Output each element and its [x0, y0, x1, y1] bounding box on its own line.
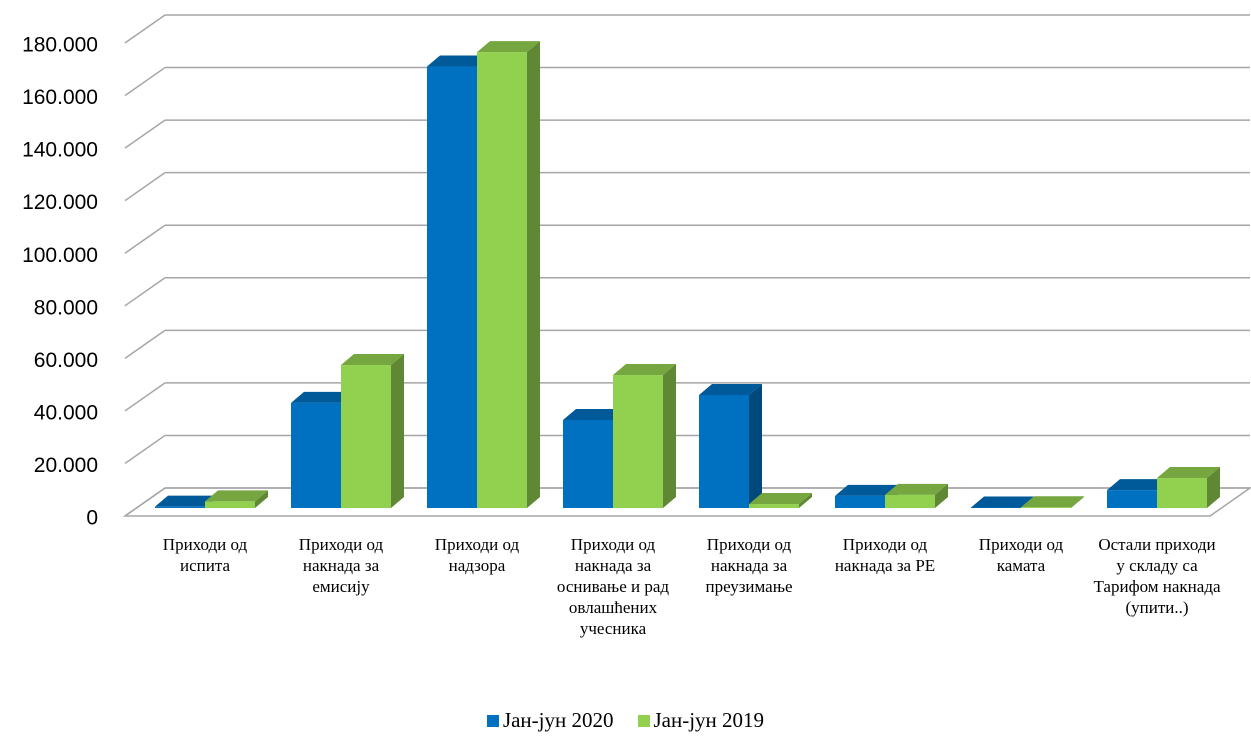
bar-top [291, 391, 354, 403]
x-tick-label: Приходи од надзора [434, 535, 520, 575]
bar-side [935, 483, 948, 508]
grid-line [124, 277, 166, 307]
bar-top [613, 364, 676, 376]
y-tick-label: 60.000 [34, 349, 98, 372]
bar-top [749, 493, 812, 505]
grid-line [124, 434, 166, 465]
bar [1021, 496, 1084, 508]
bar [341, 354, 404, 508]
y-tick-label: 0 [86, 507, 98, 530]
x-tick-label: Остали приходи у складу са Тарифом накна… [1093, 535, 1221, 617]
bar-front [205, 501, 255, 508]
bar-top [885, 483, 948, 495]
bar-front [835, 495, 885, 508]
bar-top [205, 490, 268, 502]
bar-side [391, 354, 404, 508]
bar-front [885, 494, 935, 508]
grid-line [124, 487, 166, 517]
legend-item: Јан-јун 2019 [637, 708, 765, 733]
bar-front [155, 506, 205, 508]
y-tick-label: 180.000 [22, 34, 98, 57]
bar-side [663, 364, 676, 508]
legend-item: Јан-јун 2020 [486, 708, 614, 733]
grid-line [124, 119, 166, 149]
x-tick-label: Приходи од накнада за преузимање [705, 535, 793, 596]
grid-line [124, 329, 166, 359]
bar-side [255, 490, 268, 508]
bar-front [971, 507, 1021, 508]
x-tick-label: Приходи од накнада за оснивање и рад овл… [556, 535, 670, 638]
bar-top [477, 41, 540, 53]
bar-front [749, 504, 799, 508]
bar-top [155, 495, 218, 507]
bar [1157, 467, 1220, 508]
bar-side [527, 41, 540, 508]
bar [613, 364, 676, 508]
bar-side [749, 384, 762, 508]
x-tick-label: Приходи од накнада за емисију [298, 535, 384, 596]
bar-side [799, 493, 812, 508]
bar-side [1207, 467, 1220, 508]
bar [477, 41, 540, 508]
grid-line [124, 382, 166, 412]
grid-line [124, 172, 166, 202]
y-tick-label: 140.000 [22, 139, 98, 162]
bar-front [699, 395, 749, 508]
y-tick-label: 100.000 [22, 244, 98, 267]
x-tick-label: Приходи од камата [978, 535, 1064, 575]
legend-label: Јан-јун 2019 [653, 708, 765, 732]
bar-top [1021, 496, 1084, 508]
bar-top [699, 384, 762, 396]
bar [749, 493, 812, 508]
bar-front [477, 52, 527, 508]
bar-top [1107, 479, 1170, 491]
bar-top [563, 408, 626, 420]
bar-top [341, 354, 404, 366]
y-tick-label: 120.000 [22, 191, 98, 214]
legend-swatch [637, 715, 650, 727]
bar-top [1157, 467, 1220, 479]
bar-front [341, 365, 391, 508]
x-tick-label: Приходи од испита [162, 535, 248, 575]
grid-line [124, 14, 166, 44]
y-tick-label: 40.000 [34, 401, 98, 424]
bar-side [1071, 496, 1084, 508]
bar-front [1157, 478, 1207, 508]
bar-top [835, 484, 898, 496]
bar-top [971, 496, 1034, 508]
bar [885, 483, 948, 508]
x-tick-label: Приходи од накнада за РЕ [834, 535, 936, 575]
legend: Јан-јун 2020 Јан-јун 2019 [0, 708, 1251, 733]
bar [699, 384, 762, 508]
bar-front [1107, 490, 1157, 508]
bar [205, 490, 268, 508]
y-tick-label: 80.000 [34, 296, 98, 319]
legend-label: Јан-јун 2020 [502, 708, 614, 732]
grid-line [124, 66, 166, 97]
bar-front [427, 66, 477, 509]
y-tick-label: 20.000 [34, 454, 98, 477]
y-tick-label: 160.000 [22, 86, 98, 109]
bar-front [613, 375, 663, 508]
bar-front [1021, 507, 1071, 508]
bar-top [427, 55, 490, 67]
bar-front [563, 419, 613, 508]
grid-line [124, 224, 166, 254]
legend-swatch [486, 715, 499, 727]
bar-front [291, 402, 341, 508]
